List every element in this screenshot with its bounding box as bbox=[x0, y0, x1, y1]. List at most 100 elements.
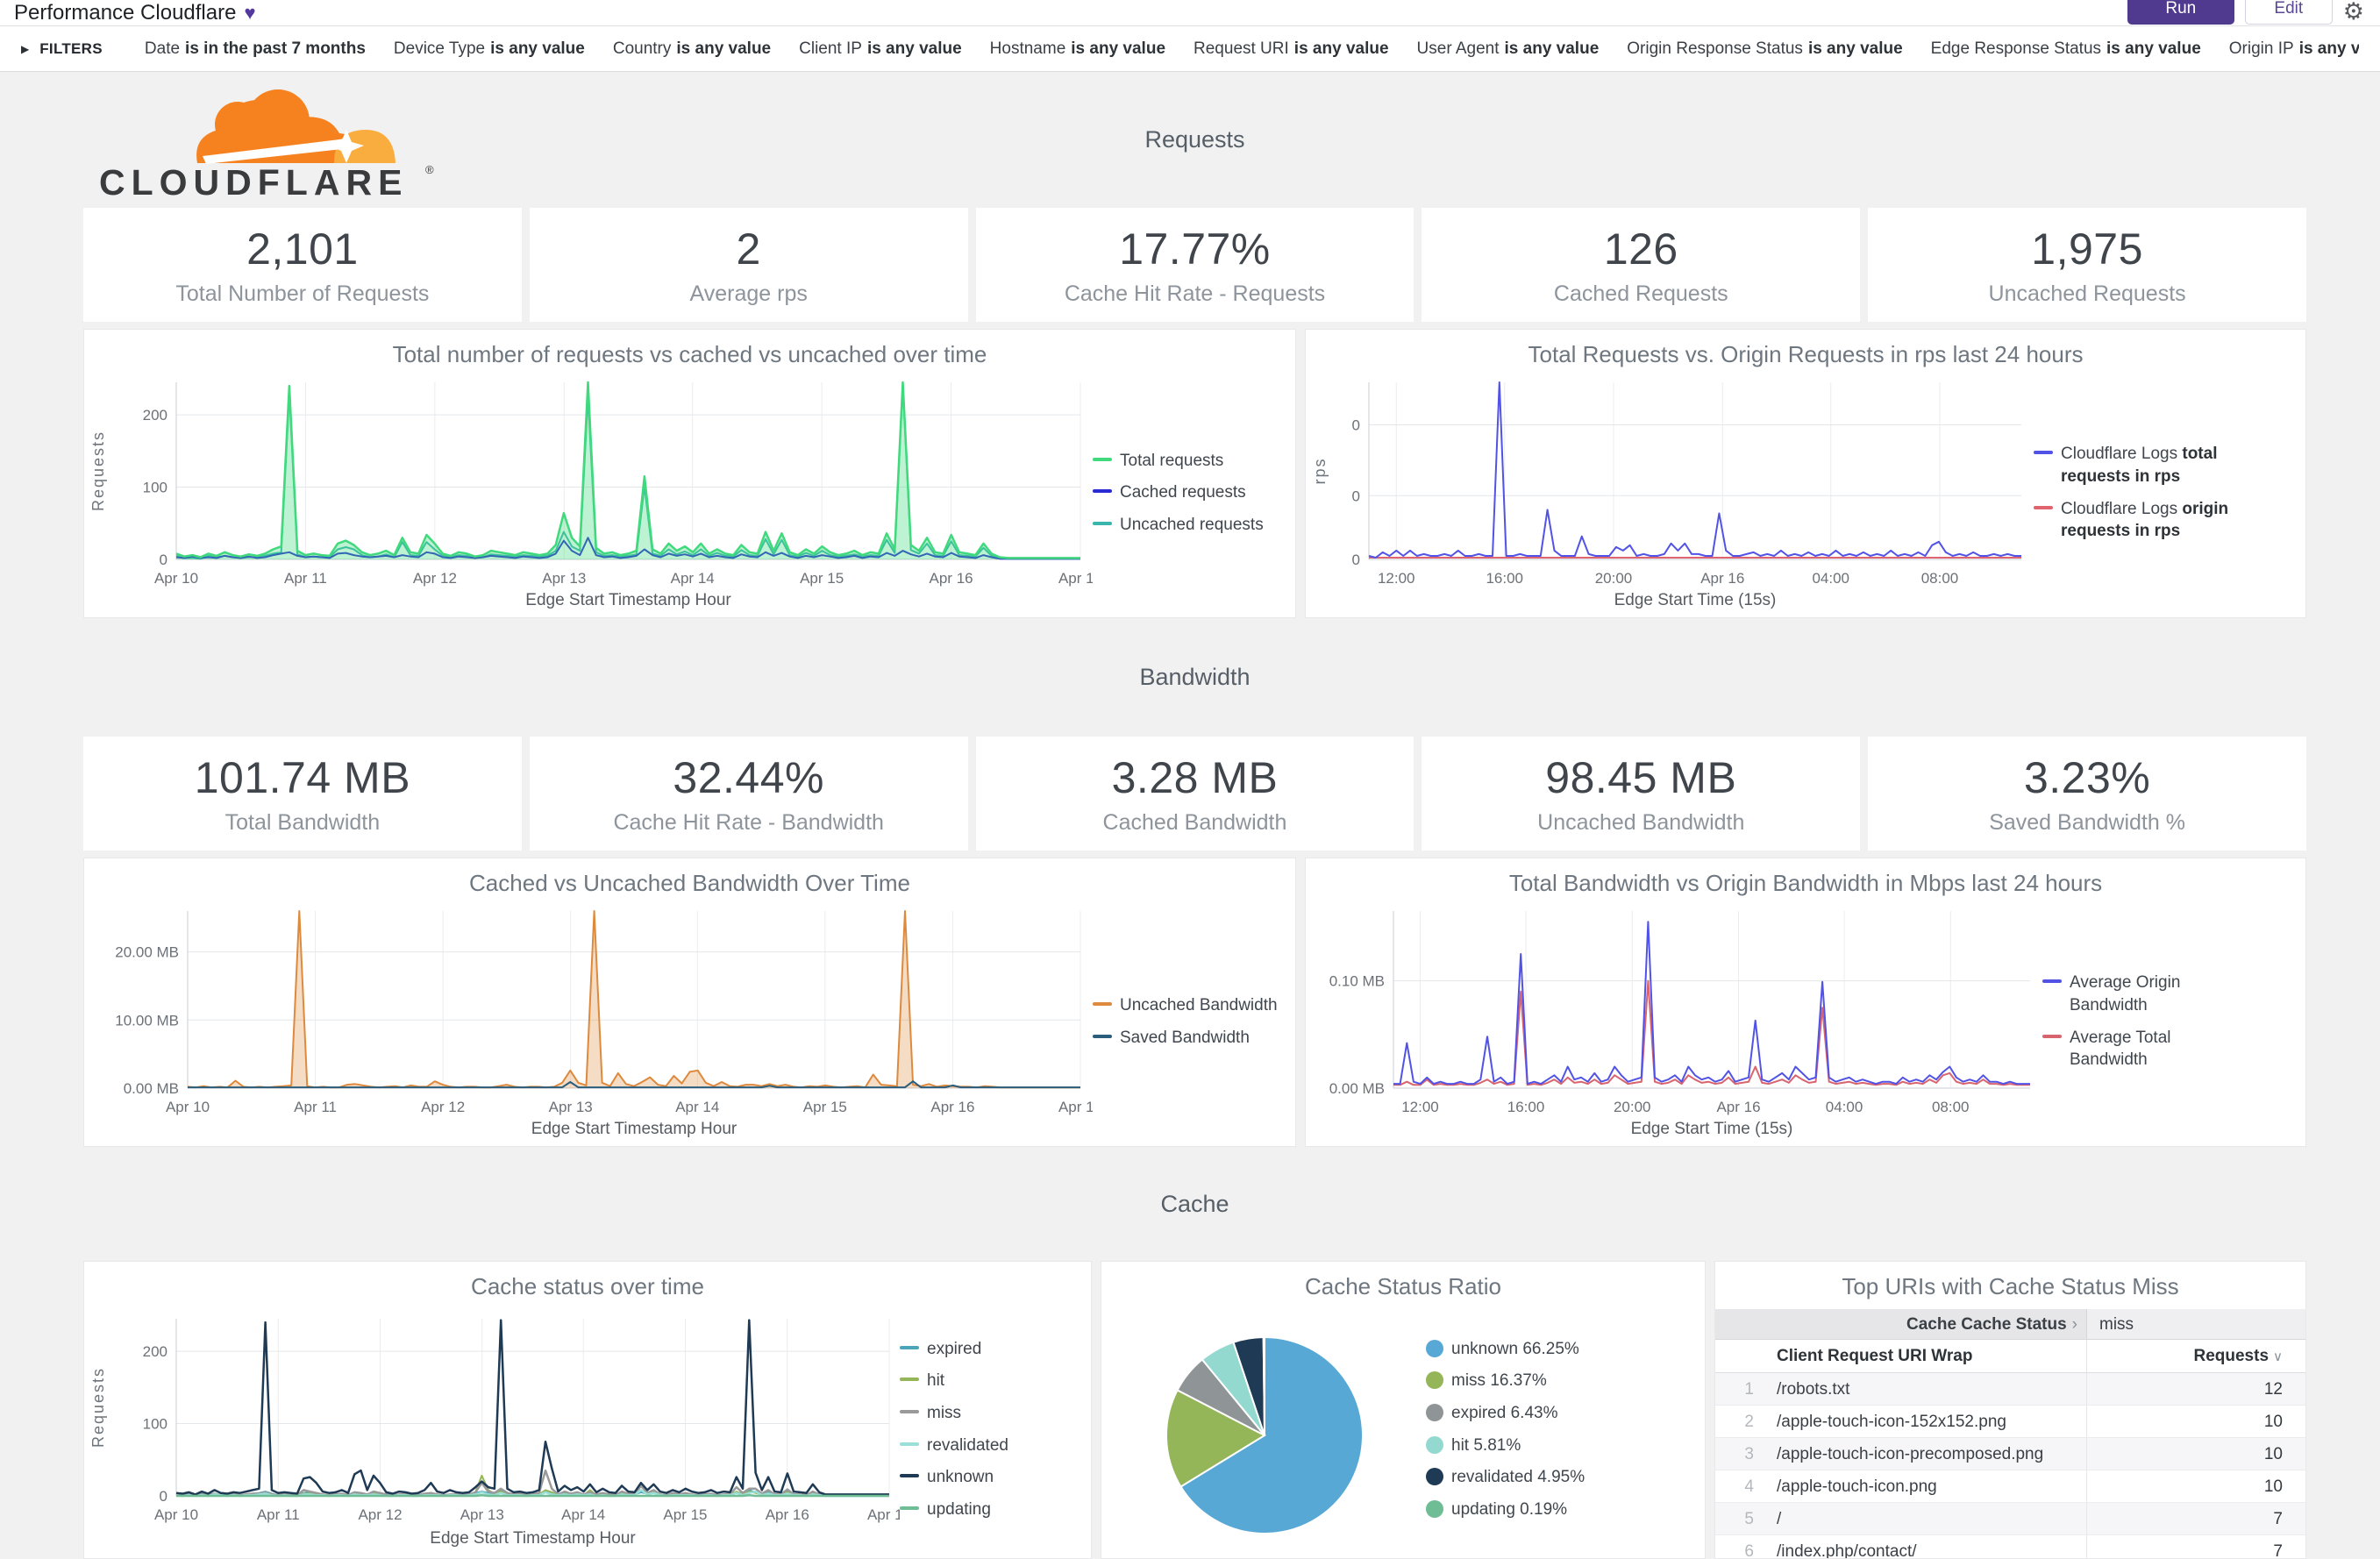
filters-expand-icon[interactable]: ▶ bbox=[21, 42, 30, 55]
legend-item-miss[interactable]: miss bbox=[900, 1402, 1008, 1425]
svg-text:Apr 12: Apr 12 bbox=[421, 1099, 465, 1115]
legend-item-revalidated[interactable]: revalidated 4.95% bbox=[1426, 1466, 1585, 1489]
legend-item-updating[interactable]: updating bbox=[900, 1498, 1008, 1521]
legend-item-average-origin-bandwidth[interactable]: Average Origin Bandwidth bbox=[2042, 972, 2252, 1016]
legend-item-expired[interactable]: expired bbox=[900, 1338, 1008, 1361]
bandwidth-24h-chart[interactable]: 12:00 16:00 20:00 Apr 16 04:00 08:00 0.00 MB 0.… bbox=[1306, 902, 2042, 1141]
kpi-label: Average rps bbox=[689, 281, 808, 306]
legend-item-uncached-requests[interactable]: Uncached requests bbox=[1093, 514, 1264, 537]
legend-item-saved-bandwidth[interactable]: Saved Bandwidth bbox=[1093, 1027, 1278, 1050]
filter-item-date[interactable]: Date is in the past 7 months bbox=[145, 39, 366, 59]
legend-swatch bbox=[1093, 521, 1112, 525]
row-uri[interactable]: /robots.txt bbox=[1777, 1380, 1850, 1399]
heart-icon: ♥ bbox=[244, 2, 256, 24]
legend-item-uncached-bandwidth[interactable]: Uncached Bandwidth bbox=[1093, 994, 1278, 1017]
legend-label: unknown bbox=[927, 1468, 994, 1487]
filter-bar: ▶ FILTERS Date is in the past 7 months Dev… bbox=[0, 26, 2380, 72]
legend-item-revalidated[interactable]: revalidated bbox=[900, 1434, 1008, 1457]
filter-item-hostname[interactable]: Hostname is any value bbox=[990, 39, 1165, 59]
legend-item-cloudflare-logs-total-requests-in-rps[interactable]: Cloudflare Logs total requests in rps bbox=[2034, 443, 2248, 488]
row-index: 1 bbox=[1744, 1380, 1754, 1399]
kpi-value: 126 bbox=[1603, 224, 1678, 274]
kpi-card: 98.45 MB Uncached Bandwidth bbox=[1422, 737, 1861, 851]
filter-field: Hostname bbox=[989, 39, 1066, 58]
legend-item-hit[interactable]: hit 5.81% bbox=[1426, 1434, 1585, 1457]
col-uri-header[interactable]: Client Request URI Wrap bbox=[1777, 1347, 1973, 1365]
svg-text:Apr 17: Apr 17 bbox=[1058, 1099, 1093, 1115]
table-title: Top URIs with Cache Status Miss bbox=[1842, 1273, 2179, 1299]
legend-swatch bbox=[1093, 1034, 1112, 1038]
legend-swatch bbox=[2034, 451, 2053, 455]
legend-label: Average Origin Bandwidth bbox=[2070, 973, 2181, 1014]
filter-item-device-type[interactable]: Device Type is any value bbox=[394, 39, 585, 59]
row-requests[interactable]: 7 bbox=[2086, 1535, 2305, 1558]
rps-24h-chart[interactable]: 12:00 16:00 20:00 Apr 16 04:00 08:00 0 0 0 rps Edg… bbox=[1306, 374, 2034, 612]
svg-text:rps: rps bbox=[1311, 457, 1329, 484]
legend-swatch bbox=[900, 1506, 919, 1510]
cache-status-over-time-chart[interactable]: Apr 10 Apr 11 Apr 12 Apr 13 Apr 14 Apr 15 Apr … bbox=[84, 1308, 900, 1550]
legend-swatch bbox=[2042, 1034, 2062, 1038]
legend-item-hit[interactable]: hit bbox=[900, 1370, 1008, 1392]
filter-condition: is any value bbox=[676, 39, 772, 58]
run-button[interactable]: Run bbox=[2127, 0, 2234, 25]
pie-slice-miss[interactable] bbox=[1165, 1389, 1267, 1488]
col-requests-header[interactable]: Requests ∨ bbox=[2086, 1340, 2305, 1372]
row-uri[interactable]: /apple-touch-icon.png bbox=[1777, 1477, 1937, 1496]
filter-condition: is any value bbox=[2298, 39, 2359, 58]
pie-slice-updating[interactable] bbox=[1262, 1335, 1265, 1436]
rps-24h-legend: Cloudflare Logs total requests in rps Clo… bbox=[2034, 443, 2253, 543]
row-requests[interactable]: 7 bbox=[2086, 1503, 2305, 1534]
legend-item-total-requests[interactable]: Total requests bbox=[1093, 450, 1264, 473]
legend-item-unknown[interactable]: unknown 66.25% bbox=[1426, 1338, 1585, 1361]
edit-button[interactable]: Edit bbox=[2244, 0, 2333, 25]
row-requests[interactable]: 12 bbox=[2086, 1373, 2305, 1405]
filter-item-origin-response-status[interactable]: Origin Response Status is any value bbox=[1627, 39, 1902, 59]
row-requests[interactable]: 10 bbox=[2086, 1470, 2305, 1502]
kpi-value: 2 bbox=[736, 224, 761, 274]
svg-text:Apr 10: Apr 10 bbox=[154, 570, 198, 587]
cache-status-ratio-pie[interactable] bbox=[1133, 1302, 1396, 1556]
legend-item-miss[interactable]: miss 16.37% bbox=[1426, 1370, 1585, 1392]
filter-field: Country bbox=[612, 39, 672, 58]
legend-dot bbox=[1426, 1468, 1443, 1486]
table-group-label[interactable]: Cache Cache Status › bbox=[1715, 1309, 2086, 1339]
row-uri[interactable]: /apple-touch-icon-152x152.png bbox=[1777, 1413, 2006, 1431]
legend-label: Cached requests bbox=[1120, 483, 1246, 502]
filter-item-country[interactable]: Country is any value bbox=[613, 39, 771, 59]
filter-item-request-uri[interactable]: Request URI is any value bbox=[1194, 39, 1389, 59]
svg-text:08:00: 08:00 bbox=[1921, 570, 1959, 587]
filter-item-edge-response-status[interactable]: Edge Response Status is any value bbox=[1931, 39, 2201, 59]
kpi-value: 1,975 bbox=[2031, 224, 2143, 274]
filter-item-client-ip[interactable]: Client IP is any value bbox=[799, 39, 962, 59]
kpi-card: 3.23% Saved Bandwidth % bbox=[1868, 737, 2306, 851]
svg-text:Apr 17: Apr 17 bbox=[867, 1506, 900, 1523]
svg-text:Apr 14: Apr 14 bbox=[671, 570, 715, 587]
legend-item-expired[interactable]: expired 6.43% bbox=[1426, 1402, 1585, 1425]
row-requests[interactable]: 10 bbox=[2086, 1406, 2305, 1437]
legend-item-updating[interactable]: updating 0.19% bbox=[1426, 1498, 1585, 1521]
svg-text:12:00: 12:00 bbox=[1378, 570, 1415, 587]
svg-text:Apr 14: Apr 14 bbox=[561, 1506, 605, 1523]
svg-text:Apr 11: Apr 11 bbox=[294, 1099, 337, 1115]
legend-item-cloudflare-logs-origin-requests-in-rps[interactable]: Cloudflare Logs origin requests in rps bbox=[2034, 498, 2248, 543]
legend-swatch bbox=[900, 1377, 919, 1382]
chart-title: Total Bandwidth vs Origin Bandwidth in M… bbox=[1508, 870, 2103, 896]
filter-item-user-agent[interactable]: User Agent is any value bbox=[1417, 39, 1600, 59]
legend-item-unknown[interactable]: unknown bbox=[900, 1466, 1008, 1489]
row-uri[interactable]: / bbox=[1777, 1510, 1782, 1528]
pie-slice-unknown[interactable] bbox=[1179, 1335, 1365, 1534]
svg-text:16:00: 16:00 bbox=[1486, 570, 1523, 587]
row-uri[interactable]: /apple-touch-icon-precomposed.png bbox=[1777, 1445, 2044, 1463]
requests-over-time-chart[interactable]: Apr 10 Apr 11 Apr 12 Apr 13 Apr 14 Apr 15 Apr … bbox=[84, 374, 1093, 612]
legend-item-cached-requests[interactable]: Cached requests bbox=[1093, 481, 1264, 504]
cache-status-over-time-panel: Cache status over time Apr 10 Apr 11 Apr 1… bbox=[83, 1261, 1092, 1559]
bandwidth-over-time-chart[interactable]: Apr 10 Apr 11 Apr 12 Apr 13 Apr 14 Apr 15 Apr … bbox=[84, 902, 1093, 1141]
gear-icon[interactable]: ⚙ bbox=[2342, 0, 2364, 25]
kpi-value: 101.74 MB bbox=[194, 752, 411, 802]
legend-item-average-total-bandwidth[interactable]: Average Total Bandwidth bbox=[2042, 1027, 2252, 1071]
row-uri[interactable]: /index.php/contact/ bbox=[1777, 1542, 1917, 1559]
row-index: 4 bbox=[1744, 1477, 1754, 1496]
svg-text:Apr 13: Apr 13 bbox=[542, 570, 586, 587]
row-requests[interactable]: 10 bbox=[2086, 1438, 2305, 1470]
